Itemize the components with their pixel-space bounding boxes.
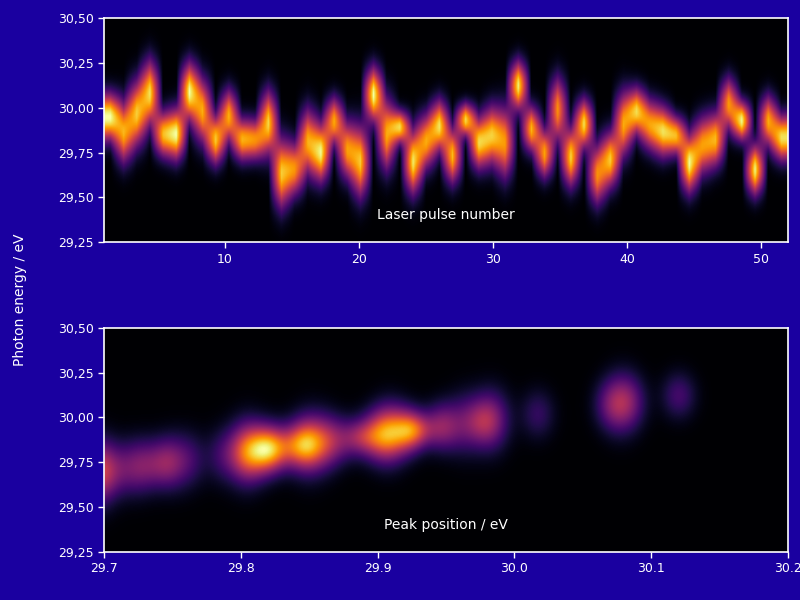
Text: Peak position / eV: Peak position / eV: [384, 518, 508, 532]
Text: Laser pulse number: Laser pulse number: [377, 208, 515, 223]
Text: Photon energy / eV: Photon energy / eV: [13, 234, 27, 366]
